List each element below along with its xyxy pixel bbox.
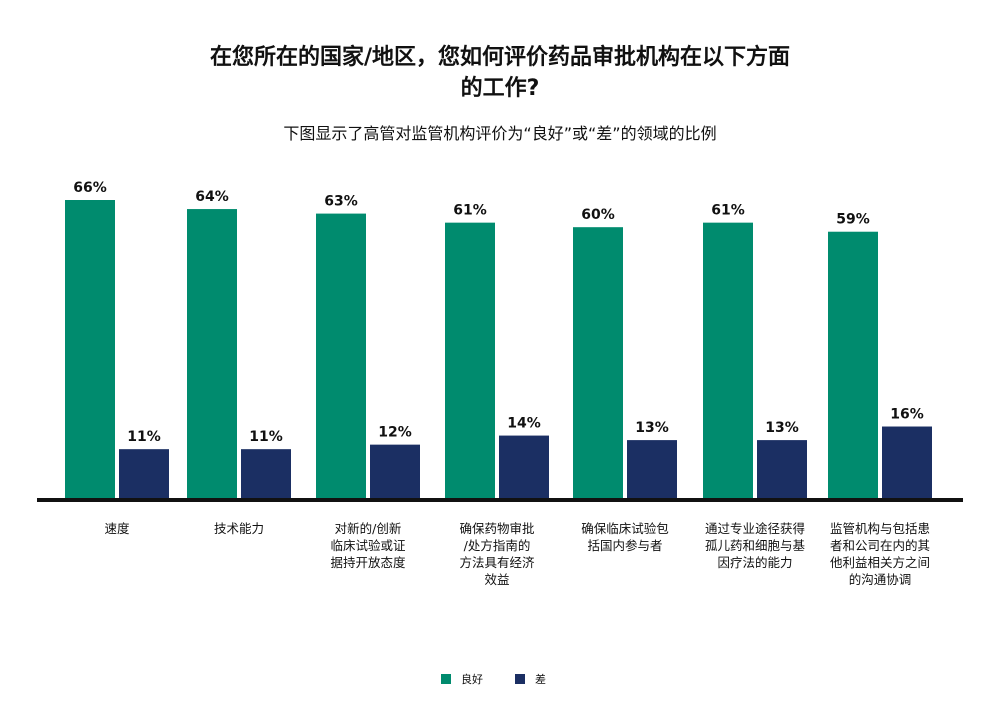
data-label: 13% — [765, 420, 799, 436]
bar-good — [65, 200, 115, 499]
category-label: 技术能力 — [213, 521, 264, 536]
data-label: 16% — [890, 407, 924, 423]
category-label: 确保临床试验包 括国内参与者 — [581, 521, 669, 553]
chart-title: 在您所在的国家/地区，您如何评价药品审批机构在以下方面 的工作? — [0, 42, 1000, 104]
category-label: 通过专业途径获得 孤儿药和细胞与基 因疗法的能力 — [704, 521, 805, 570]
chart-title-line-2: 的工作? — [460, 76, 540, 101]
chart-subtitle: 下图显示了高管对监管机构评价为“良好”或“差”的领域的比例 — [283, 124, 717, 143]
bar-good — [828, 231, 878, 499]
data-label: 11% — [249, 429, 283, 445]
category-label: 速度 — [104, 521, 130, 536]
data-label: 12% — [378, 425, 412, 441]
data-label: 11% — [127, 429, 161, 445]
bar-poor — [370, 444, 420, 499]
category-label: 确保药物审批 /处方指南的 方法具有经济 效益 — [459, 521, 535, 587]
bar-poor — [499, 435, 549, 499]
legend-swatch-poor — [515, 674, 525, 684]
legend-label-good: 良好 — [461, 673, 483, 686]
data-label: 61% — [711, 203, 745, 219]
data-label: 60% — [581, 207, 615, 223]
data-label: 59% — [836, 212, 870, 228]
bar-poor — [882, 426, 932, 499]
bar-good — [703, 222, 753, 499]
bar-good — [445, 222, 495, 499]
data-label: 13% — [635, 420, 669, 436]
bar-poor — [241, 449, 291, 499]
data-label: 63% — [324, 194, 358, 210]
bar-poor — [757, 440, 807, 499]
legend-item-good: 良好 — [441, 671, 483, 687]
bar-good — [187, 209, 237, 499]
legend-item-poor: 差 — [515, 671, 546, 687]
bar-poor — [627, 440, 677, 499]
category-label: 监管机构与包括患 者和公司在内的其 他利益相关方之间 的沟通协调 — [829, 521, 930, 587]
data-label: 64% — [195, 189, 229, 205]
data-label: 61% — [453, 203, 487, 219]
chart-title-line-1: 在您所在的国家/地区，您如何评价药品审批机构在以下方面 — [209, 45, 791, 70]
bar-poor — [119, 449, 169, 499]
data-label: 14% — [507, 416, 541, 432]
legend-label-poor: 差 — [535, 673, 546, 686]
bar-good — [316, 213, 366, 499]
data-label: 66% — [73, 180, 107, 196]
bar-good — [573, 227, 623, 499]
legend-swatch-good — [441, 674, 451, 684]
category-label: 对新的/创新 临床试验或证 据持开放态度 — [330, 521, 406, 570]
